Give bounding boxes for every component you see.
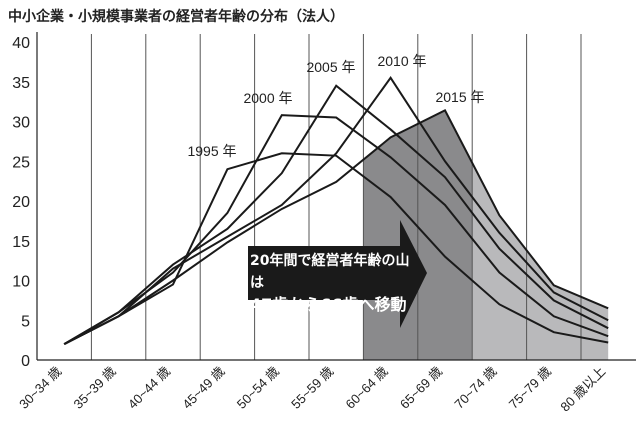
series-line xyxy=(63,152,609,345)
y-tick-label: 5 xyxy=(21,313,30,330)
x-tick-label: 50~54 歳 xyxy=(234,364,282,412)
x-tick-label: 75~79 歳 xyxy=(506,364,554,412)
x-tick-label: 65~69 歳 xyxy=(397,364,445,412)
y-tick-label: 10 xyxy=(12,274,30,291)
series-label: 1995 年 xyxy=(187,143,236,159)
y-tick-label: 30 xyxy=(12,115,30,132)
x-tick-label: 55~59 歳 xyxy=(288,364,336,412)
x-tick-label: 70~74 歳 xyxy=(451,364,499,412)
series-label: 2005 年 xyxy=(306,59,355,75)
y-tick-label: 40 xyxy=(12,35,30,52)
annotation: 20年間で経営者年齢の山は 47歳から66歳へ移動 xyxy=(250,250,410,316)
annotation-line-2: 47歳から66歳へ移動 xyxy=(250,295,407,314)
arrow-shape xyxy=(248,220,427,328)
y-tick-label: 35 xyxy=(12,75,30,92)
y-tick-label: 20 xyxy=(12,194,30,211)
series-line xyxy=(63,109,609,345)
annotation-line-1: 20年間で経営者年齢の山は xyxy=(250,253,410,291)
y-tick-label: 25 xyxy=(12,154,30,171)
x-tick-label: 80 歳以上 xyxy=(557,364,608,415)
x-tick-label: 35~39 歳 xyxy=(71,364,119,412)
series-label: 2000 年 xyxy=(243,90,292,106)
series-label: 2010 年 xyxy=(377,53,426,69)
shade-light-area xyxy=(472,162,609,360)
y-tick-label: 15 xyxy=(12,234,30,251)
x-tick-label: 30~34 歳 xyxy=(16,364,64,412)
series-line xyxy=(63,76,609,345)
chart-title: 中小企業・小規模事業者の経営者年齢の分布（法人） xyxy=(8,9,344,25)
x-tick-label: 40~44 歳 xyxy=(125,364,173,412)
x-tick-label: 60~64 歳 xyxy=(343,364,391,412)
x-tick-label: 45~49 歳 xyxy=(179,364,227,412)
y-tick-label: 0 xyxy=(21,353,30,370)
series-label: 2015 年 xyxy=(435,89,484,105)
series-line xyxy=(63,84,609,345)
